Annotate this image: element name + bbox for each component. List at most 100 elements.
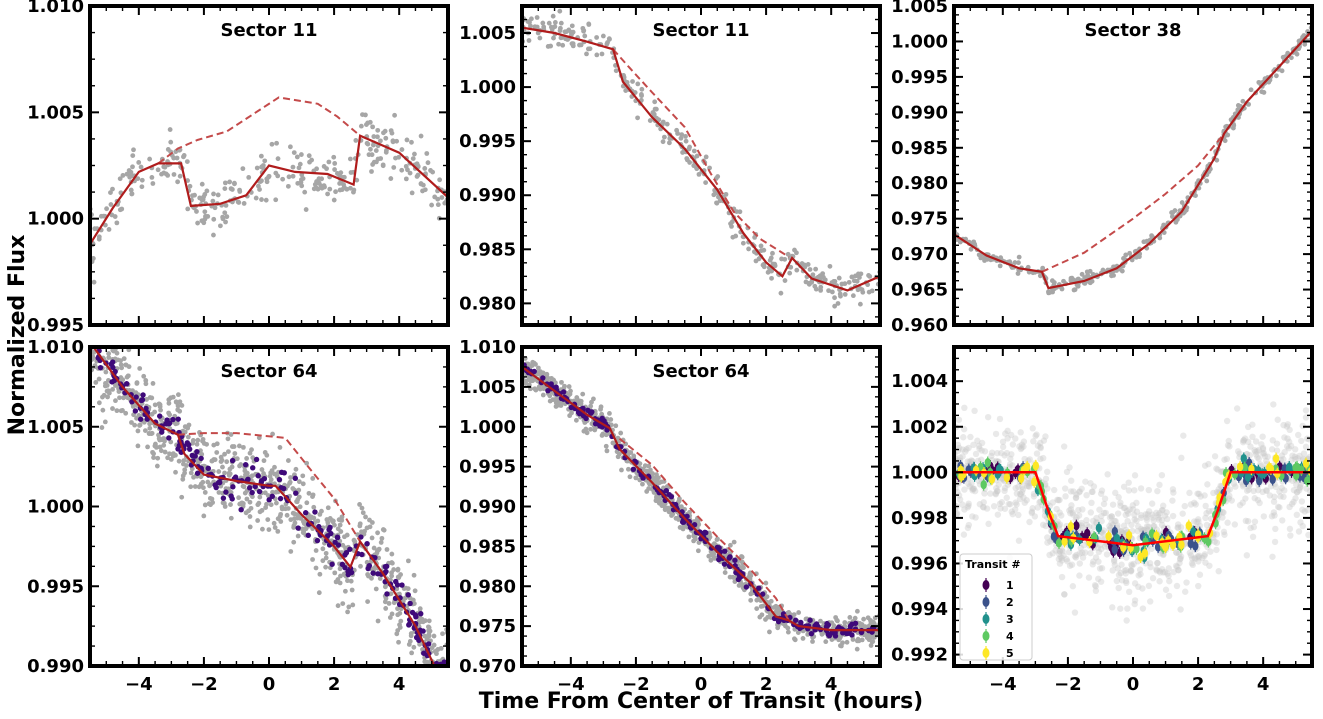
faint-data-point xyxy=(1079,554,1087,561)
raw-data-point xyxy=(320,558,326,564)
raw-data-point xyxy=(560,42,566,48)
raw-data-point xyxy=(376,546,382,552)
raw-data-point xyxy=(147,395,153,400)
raw-data-point xyxy=(1256,79,1262,85)
raw-data-point xyxy=(344,186,350,192)
raw-data-point xyxy=(144,397,150,402)
faint-data-point xyxy=(1221,531,1228,538)
raw-data-point xyxy=(253,195,259,201)
faint-data-point xyxy=(1040,521,1047,529)
raw-data-point xyxy=(103,369,109,375)
raw-data-point xyxy=(342,534,347,540)
raw-data-point xyxy=(339,517,345,523)
raw-data-point xyxy=(300,473,306,479)
faint-data-point xyxy=(959,453,966,460)
raw-data-point xyxy=(369,575,374,581)
binned-data-point xyxy=(407,600,413,607)
y-tick-label: 0.995 xyxy=(27,315,84,336)
raw-data-point xyxy=(838,643,843,649)
raw-data-point xyxy=(190,440,196,446)
raw-data-point xyxy=(631,453,637,459)
faint-data-point xyxy=(1142,511,1149,518)
raw-data-point xyxy=(1273,73,1279,79)
faint-data-point xyxy=(1046,551,1053,559)
plot-area xyxy=(954,25,1312,296)
faint-data-point xyxy=(1098,517,1105,525)
faint-data-point xyxy=(1293,511,1301,519)
raw-data-point xyxy=(114,220,120,226)
raw-data-point xyxy=(257,494,263,500)
raw-data-point xyxy=(185,206,191,212)
raw-data-point xyxy=(154,463,160,469)
faint-data-point xyxy=(969,513,976,520)
raw-data-point xyxy=(323,564,329,570)
raw-data-point xyxy=(246,508,252,514)
faint-data-point xyxy=(981,490,988,497)
faint-data-point xyxy=(1058,546,1065,554)
faint-data-point xyxy=(1293,489,1301,496)
faint-data-point xyxy=(1042,522,1049,530)
raw-data-point xyxy=(117,176,123,182)
raw-data-point xyxy=(550,25,555,31)
binned-data-point xyxy=(824,620,830,627)
faint-data-point xyxy=(1128,521,1135,529)
faint-data-point xyxy=(1156,569,1164,576)
faint-data-point xyxy=(1129,502,1137,509)
faint-data-point xyxy=(1044,539,1051,546)
raw-data-point xyxy=(165,455,171,461)
binned-data-point xyxy=(258,478,265,484)
raw-data-point xyxy=(357,521,363,527)
faint-data-point xyxy=(1298,437,1305,445)
raw-data-point xyxy=(1059,286,1065,292)
faint-data-point xyxy=(1018,489,1026,496)
faint-data-point xyxy=(978,447,985,454)
faint-data-point xyxy=(963,446,970,453)
raw-data-point xyxy=(746,246,752,252)
raw-data-point xyxy=(827,263,833,269)
raw-data-point xyxy=(832,303,838,309)
raw-data-point xyxy=(180,476,186,482)
faint-data-point xyxy=(1069,583,1077,590)
raw-data-point xyxy=(785,625,791,631)
faint-data-point xyxy=(1007,455,1014,462)
raw-data-point xyxy=(310,476,316,481)
binned-data-point xyxy=(399,582,405,588)
faint-data-point xyxy=(1001,487,1008,495)
raw-data-point xyxy=(359,505,365,511)
faint-data-point xyxy=(1215,486,1222,493)
faint-data-point xyxy=(1240,437,1248,444)
raw-data-point xyxy=(1087,280,1093,286)
raw-data-point xyxy=(394,631,400,637)
faint-data-point xyxy=(1260,513,1268,520)
x-tick-label: 2 xyxy=(760,674,773,695)
faint-data-point xyxy=(1020,494,1027,501)
raw-data-point xyxy=(272,471,278,477)
faint-data-point xyxy=(1193,518,1200,525)
raw-data-point xyxy=(182,424,188,430)
faint-data-point xyxy=(994,487,1001,495)
faint-data-point xyxy=(1230,480,1238,487)
faint-data-point xyxy=(1281,487,1288,494)
faint-data-point xyxy=(1134,527,1141,535)
raw-data-point xyxy=(273,170,279,176)
raw-data-point xyxy=(439,681,444,686)
faint-data-point xyxy=(1090,483,1098,490)
faint-data-point xyxy=(964,524,972,532)
raw-data-point xyxy=(723,191,729,197)
raw-data-point xyxy=(341,182,346,187)
faint-data-point xyxy=(971,487,979,495)
faint-data-point xyxy=(1180,432,1187,439)
raw-data-point xyxy=(370,142,376,148)
binned-data-point xyxy=(139,397,146,403)
raw-data-point xyxy=(162,164,168,170)
raw-data-point xyxy=(573,417,579,423)
faint-data-point xyxy=(1056,547,1063,555)
faint-data-point xyxy=(1160,569,1167,576)
faint-data-point xyxy=(1254,496,1262,504)
raw-data-point xyxy=(228,502,233,507)
raw-data-point xyxy=(273,489,279,495)
raw-data-point xyxy=(221,500,227,506)
raw-data-point xyxy=(106,351,112,356)
faint-data-point xyxy=(1270,401,1277,408)
raw-data-point xyxy=(232,451,238,456)
